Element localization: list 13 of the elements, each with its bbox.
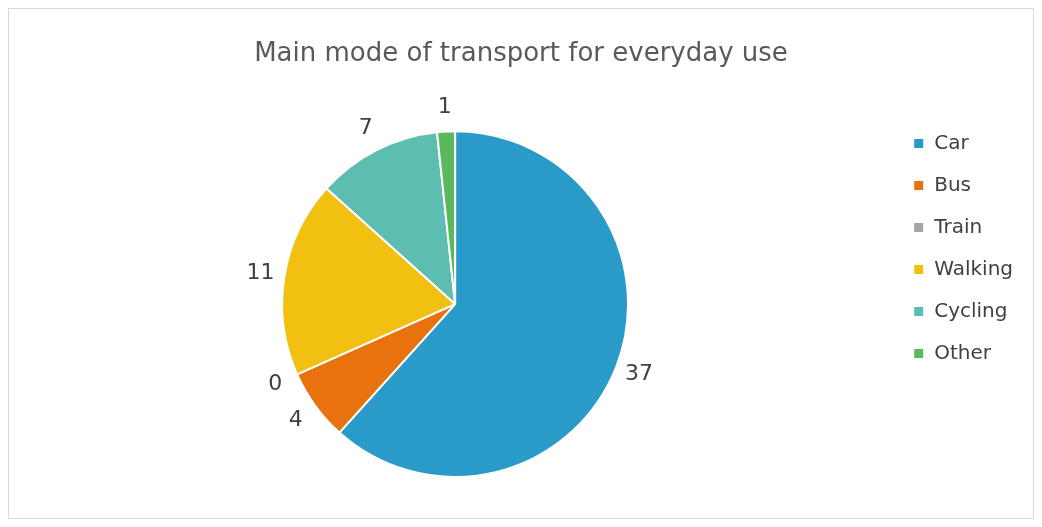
data-label: 1 [437,93,452,119]
text: 0 [268,369,283,395]
legend-label: Cycling [934,297,1008,322]
legend-label: Bus [934,171,972,196]
data-label: 37 [624,360,653,386]
chart-title: Main mode of transport for everyday use [254,37,788,68]
data-label: 11 [246,259,275,285]
data-label: 4 [288,405,303,431]
legend-label: Train [933,213,983,238]
legend-label: Walking [934,255,1014,280]
data-label: 7 [358,114,373,140]
legend-label: Other [934,339,992,364]
legend-label: Car [934,129,970,154]
